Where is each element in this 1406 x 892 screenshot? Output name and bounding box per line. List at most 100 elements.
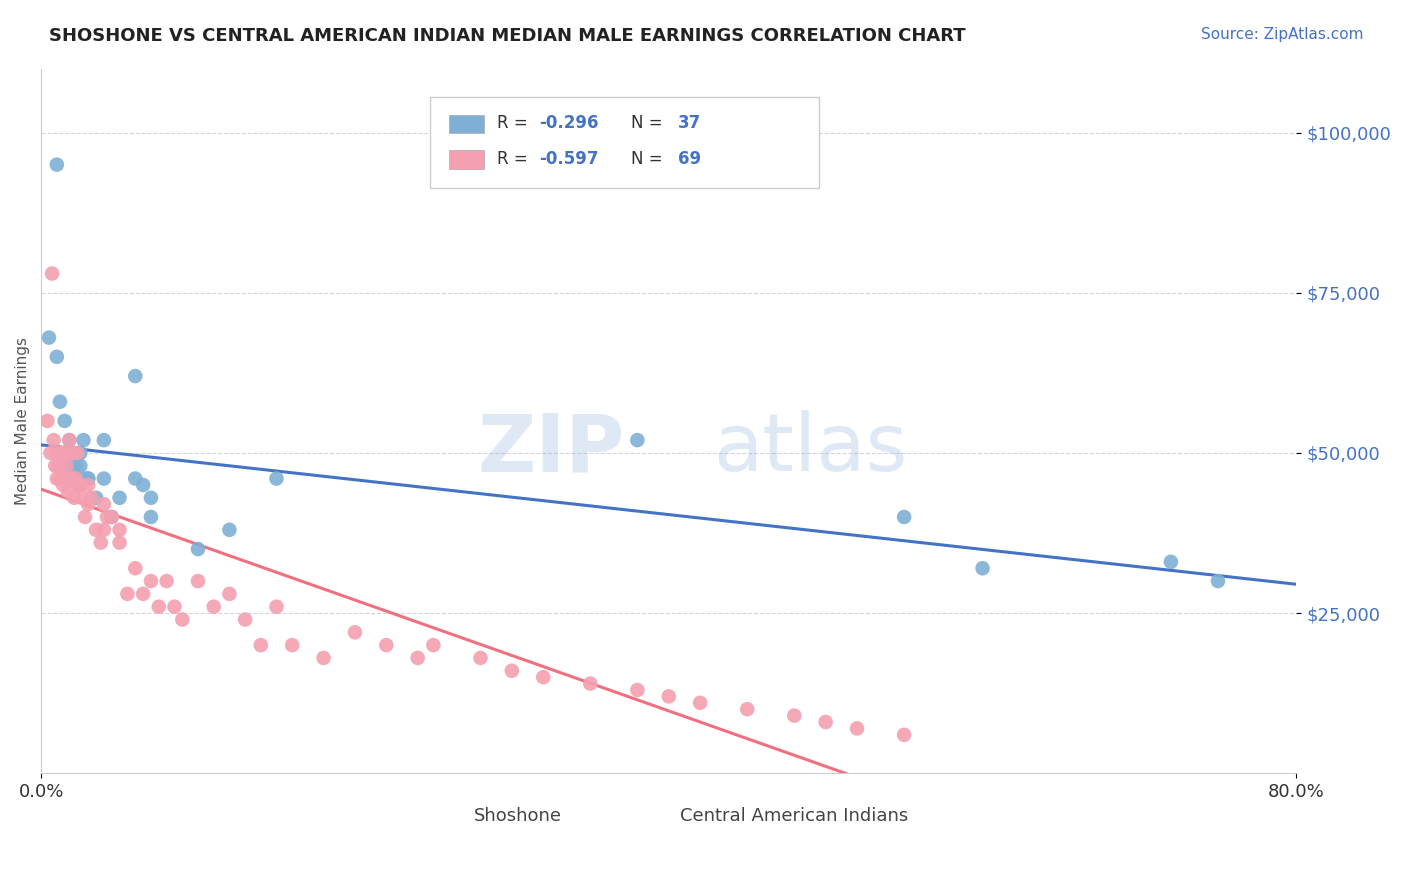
Point: [77, 471, 100, 485]
Point: [55, 458, 77, 473]
Text: atlas: atlas: [713, 410, 907, 488]
Point: [100, 510, 122, 524]
Point: [93, 497, 115, 511]
Point: [37, 414, 59, 428]
Point: [96, 510, 118, 524]
Point: [187, 574, 209, 588]
Point: [59, 471, 82, 485]
Point: [218, 523, 240, 537]
Text: ZIP: ZIP: [478, 410, 624, 488]
Point: [579, 676, 602, 690]
Point: [814, 714, 837, 729]
Point: [77, 478, 100, 492]
Text: 69: 69: [678, 150, 700, 168]
Point: [658, 690, 681, 704]
Point: [69, 446, 91, 460]
Point: [67, 478, 90, 492]
Point: [266, 599, 288, 614]
Text: R =: R =: [496, 114, 533, 133]
Point: [124, 561, 146, 575]
Text: N =: N =: [631, 114, 668, 133]
Point: [218, 587, 240, 601]
Point: [148, 599, 170, 614]
Point: [42, 433, 65, 447]
Point: [90, 535, 112, 549]
Point: [343, 625, 366, 640]
Point: [65, 458, 87, 473]
Point: [38, 330, 60, 344]
Text: N =: N =: [631, 150, 668, 168]
Point: [62, 471, 84, 485]
FancyBboxPatch shape: [430, 96, 820, 188]
Point: [51, 446, 73, 460]
Text: -0.597: -0.597: [540, 150, 599, 168]
Point: [422, 638, 444, 652]
Point: [375, 638, 398, 652]
Point: [406, 651, 429, 665]
Point: [55, 458, 77, 473]
Point: [73, 510, 96, 524]
Point: [266, 471, 288, 485]
Point: [783, 708, 806, 723]
Point: [49, 394, 72, 409]
Point: [41, 267, 63, 281]
Point: [117, 587, 139, 601]
Point: [1206, 574, 1229, 588]
Point: [132, 478, 155, 492]
Point: [124, 471, 146, 485]
Point: [58, 433, 80, 447]
Text: Shoshone: Shoshone: [474, 806, 562, 824]
Point: [66, 446, 89, 460]
Point: [202, 599, 225, 614]
Point: [689, 696, 711, 710]
Point: [626, 433, 648, 447]
Point: [45, 350, 67, 364]
Point: [53, 446, 76, 460]
Point: [84, 523, 107, 537]
Text: 37: 37: [678, 114, 700, 133]
Point: [124, 369, 146, 384]
Point: [108, 535, 131, 549]
Point: [108, 491, 131, 505]
Text: -0.296: -0.296: [540, 114, 599, 133]
Point: [73, 471, 96, 485]
Point: [893, 728, 915, 742]
Point: [93, 433, 115, 447]
Text: R =: R =: [496, 150, 533, 168]
Point: [77, 471, 100, 485]
Point: [172, 613, 194, 627]
Point: [80, 491, 103, 505]
Point: [972, 561, 994, 575]
Point: [70, 491, 93, 505]
FancyBboxPatch shape: [449, 150, 484, 169]
Text: SHOSHONE VS CENTRAL AMERICAN INDIAN MEDIAN MALE EARNINGS CORRELATION CHART: SHOSHONE VS CENTRAL AMERICAN INDIAN MEDI…: [49, 27, 966, 45]
Point: [45, 471, 67, 485]
Point: [69, 458, 91, 473]
Ellipse shape: [661, 805, 689, 827]
Point: [139, 574, 162, 588]
Point: [108, 523, 131, 537]
Point: [93, 471, 115, 485]
Point: [735, 702, 758, 716]
Point: [132, 587, 155, 601]
Point: [93, 523, 115, 537]
Point: [67, 478, 90, 492]
Point: [163, 599, 186, 614]
Point: [139, 510, 162, 524]
Point: [45, 158, 67, 172]
Point: [233, 613, 256, 627]
Point: [77, 497, 100, 511]
Point: [69, 478, 91, 492]
Point: [45, 446, 67, 460]
Point: [893, 510, 915, 524]
Point: [62, 446, 84, 460]
Ellipse shape: [404, 805, 432, 827]
Text: Source: ZipAtlas.com: Source: ZipAtlas.com: [1201, 27, 1364, 42]
Point: [44, 458, 66, 473]
Point: [62, 446, 84, 460]
Point: [62, 471, 84, 485]
Point: [63, 491, 86, 505]
Y-axis label: Median Male Earnings: Median Male Earnings: [15, 337, 30, 505]
Point: [281, 638, 304, 652]
Point: [187, 542, 209, 557]
